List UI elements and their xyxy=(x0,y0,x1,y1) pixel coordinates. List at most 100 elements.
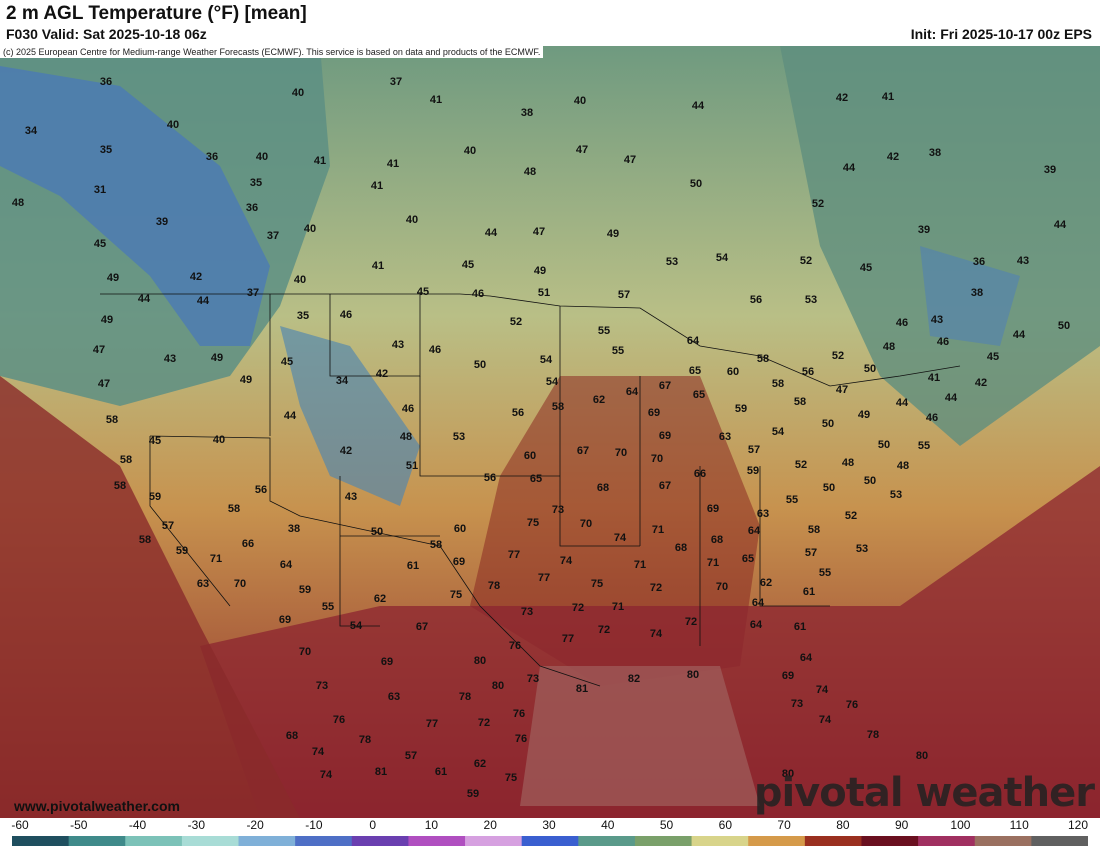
temperature-value: 43 xyxy=(344,491,358,503)
temperature-value: 46 xyxy=(428,344,442,356)
legend-color-segment xyxy=(408,836,466,846)
temperature-value: 63 xyxy=(387,691,401,703)
temperature-value: 54 xyxy=(349,620,363,632)
legend-tick-label: -60 xyxy=(11,818,29,832)
legend-color-segment xyxy=(861,836,919,846)
temperature-value: 80 xyxy=(781,768,795,780)
temperature-value: 40 xyxy=(293,274,307,286)
temperature-value: 65 xyxy=(688,365,702,377)
temperature-value: 56 xyxy=(483,472,497,484)
legend-tick-label: 60 xyxy=(718,818,733,832)
temperature-value: 44 xyxy=(137,293,151,305)
temperature-value: 42 xyxy=(974,377,988,389)
temperature-value: 55 xyxy=(785,494,799,506)
temperature-value: 46 xyxy=(925,412,939,424)
map-background xyxy=(0,46,1100,818)
temperature-value: 41 xyxy=(313,155,327,167)
temperature-value: 48 xyxy=(399,431,413,443)
temperature-value: 46 xyxy=(895,317,909,329)
temperature-value: 51 xyxy=(405,460,419,472)
temperature-value: 50 xyxy=(877,439,891,451)
legend-color-segment xyxy=(295,836,353,846)
legend-color-segment xyxy=(634,836,693,846)
temperature-value: 45 xyxy=(986,351,1000,363)
temperature-value: 69 xyxy=(380,656,394,668)
temperature-value: 42 xyxy=(886,151,900,163)
temperature-value: 42 xyxy=(339,445,353,457)
temperature-value: 78 xyxy=(866,729,880,741)
temperature-value: 66 xyxy=(241,538,255,550)
temperature-value: 69 xyxy=(706,503,720,515)
temperature-value: 71 xyxy=(706,557,720,569)
temperature-value: 77 xyxy=(537,572,551,584)
temperature-value: 49 xyxy=(239,374,253,386)
temperature-value: 50 xyxy=(1057,320,1071,332)
temperature-value: 55 xyxy=(597,325,611,337)
map-title: 2 m AGL Temperature (°F) [mean] xyxy=(6,3,307,24)
temperature-value: 78 xyxy=(458,691,472,703)
temperature-value: 38 xyxy=(970,287,984,299)
temperature-value: 37 xyxy=(389,76,403,88)
temperature-value: 39 xyxy=(917,224,931,236)
temperature-value: 39 xyxy=(1043,164,1057,176)
temperature-value: 39 xyxy=(155,216,169,228)
legend-tick-label: -50 xyxy=(70,818,88,832)
temperature-value: 50 xyxy=(821,418,835,430)
temperature-value: 47 xyxy=(575,144,589,156)
color-scale-legend: -60 -50 -40 -30 -20 -10 0 10 20 30 40 50 60 70 80 90 100… xyxy=(0,818,1100,850)
temperature-value: 52 xyxy=(509,316,523,328)
temperature-value: 56 xyxy=(511,407,525,419)
temperature-value: 58 xyxy=(119,454,133,466)
temperature-value: 75 xyxy=(449,589,463,601)
temperature-value: 75 xyxy=(504,772,518,784)
temperature-value: 71 xyxy=(209,553,223,565)
temperature-value: 80 xyxy=(473,655,487,667)
temperature-value: 60 xyxy=(453,523,467,535)
legend-tick-label: 50 xyxy=(659,818,674,832)
legend-tick-label: 70 xyxy=(777,818,791,832)
temperature-value: 68 xyxy=(710,534,724,546)
temperature-value: 40 xyxy=(291,87,305,99)
temperature-value: 43 xyxy=(163,353,177,365)
temperature-value: 44 xyxy=(944,392,958,404)
temperature-map[interactable]: 36 37 40 41 40 44 42 41 38 40 34 35 36 40 41 41 40 47 47 42… xyxy=(0,46,1100,818)
temperature-value: 49 xyxy=(533,265,547,277)
temperature-value: 52 xyxy=(799,255,813,267)
temperature-value: 61 xyxy=(434,766,448,778)
temperature-value: 58 xyxy=(807,524,821,536)
temperature-value: 74 xyxy=(613,532,627,544)
temperature-value: 51 xyxy=(537,287,551,299)
temperature-value: 57 xyxy=(617,289,631,301)
temperature-value: 42 xyxy=(375,368,389,380)
temperature-value: 49 xyxy=(857,409,871,421)
temperature-value: 38 xyxy=(520,107,534,119)
temperature-value: 50 xyxy=(370,526,384,538)
temperature-value: 59 xyxy=(466,788,480,800)
legend-color-segment xyxy=(181,836,240,846)
temperature-value: 58 xyxy=(429,539,443,551)
temperature-value: 35 xyxy=(296,310,310,322)
legend-tick-label: 0 xyxy=(369,818,376,832)
legend-color-segment xyxy=(351,836,409,846)
legend-tick-label: 30 xyxy=(542,818,556,832)
temperature-value: 72 xyxy=(571,602,585,614)
legend-color-segment xyxy=(238,836,296,846)
temperature-value: 43 xyxy=(391,339,405,351)
init-time: Init: Fri 2025-10-17 00z EPS xyxy=(910,26,1092,42)
temperature-value: 52 xyxy=(794,459,808,471)
temperature-value: 45 xyxy=(280,356,294,368)
legend-color-segment xyxy=(125,836,183,846)
temperature-value: 45 xyxy=(859,262,873,274)
temperature-value: 72 xyxy=(597,624,611,636)
site-url[interactable]: www.pivotalweather.com xyxy=(14,798,180,814)
temperature-value: 53 xyxy=(665,256,679,268)
temperature-value: 62 xyxy=(373,593,387,605)
temperature-value: 76 xyxy=(512,708,526,720)
legend-color-segment xyxy=(974,836,1032,846)
temperature-value: 55 xyxy=(611,345,625,357)
legend-color-segment xyxy=(748,836,806,846)
temperature-value: 55 xyxy=(818,567,832,579)
temperature-value: 77 xyxy=(425,718,439,730)
temperature-value: 44 xyxy=(484,227,498,239)
temperature-value: 67 xyxy=(658,480,672,492)
